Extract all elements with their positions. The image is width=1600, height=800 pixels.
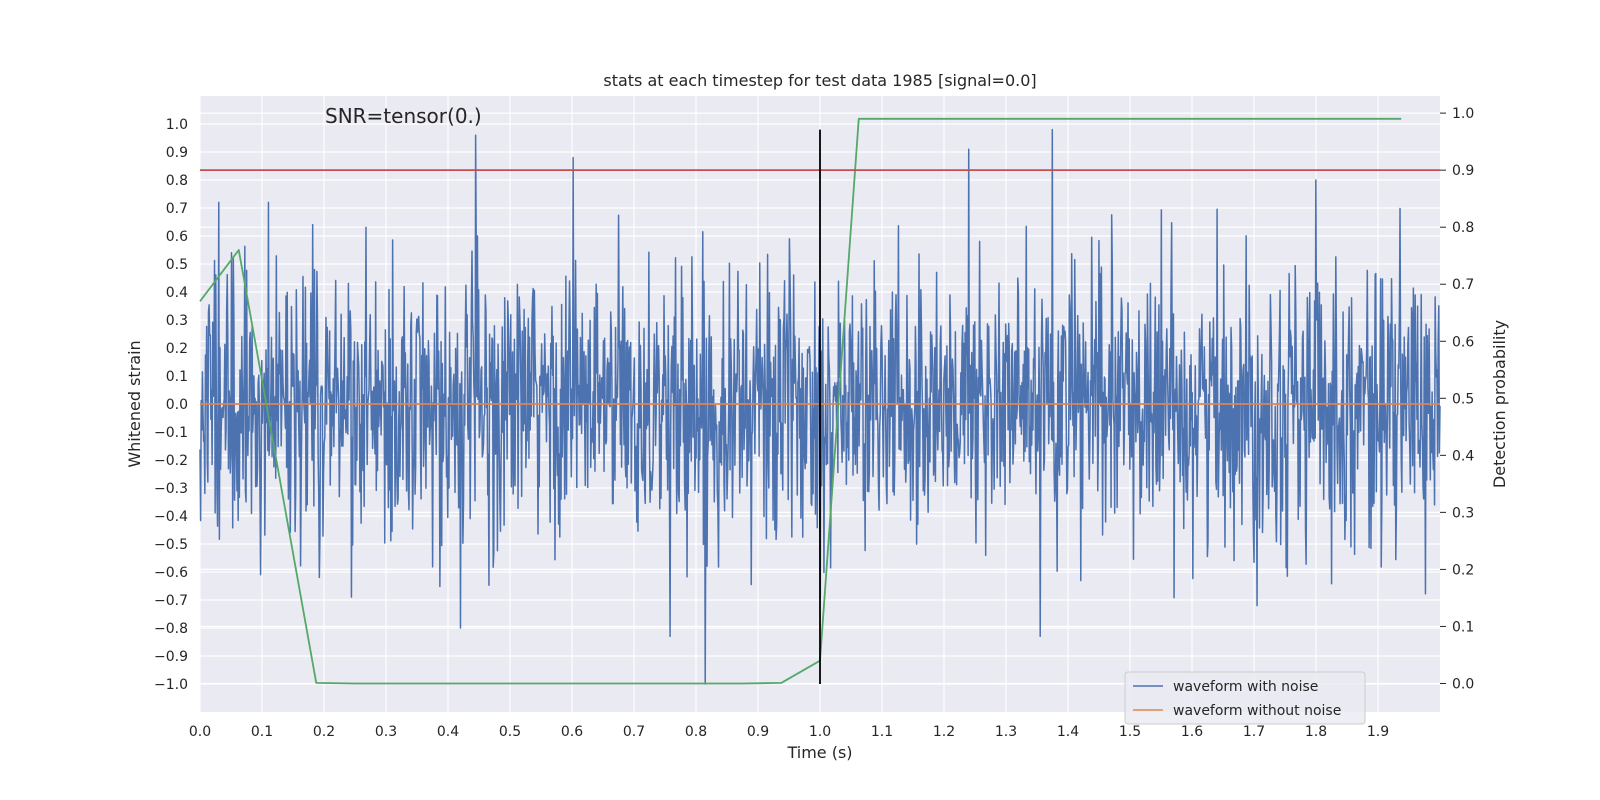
x-tick-label: 0.4 <box>437 724 459 740</box>
y-tick-label: 0.7 <box>166 201 188 217</box>
snr-annotation: SNR=tensor(0.) <box>325 104 482 128</box>
x-tick-label: 1.5 <box>1119 724 1141 740</box>
x-tick-label: 0.3 <box>375 724 397 740</box>
y-tick-label: −0.2 <box>154 453 188 469</box>
x-tick-label: 1.3 <box>995 724 1017 740</box>
y-tick-label: 0.0 <box>166 397 188 413</box>
y-tick-label: −0.7 <box>154 593 188 609</box>
y2-tick-label: 0.6 <box>1452 334 1474 350</box>
y2-tick-label: 0.5 <box>1452 391 1474 407</box>
x-tick-label: 1.9 <box>1367 724 1389 740</box>
y-tick-label: −0.1 <box>154 425 188 441</box>
y2-tick-label: 0.9 <box>1452 163 1474 179</box>
y-tick-label: 0.8 <box>166 173 188 189</box>
x-tick-label: 0.6 <box>561 724 583 740</box>
y2-tick-label: 1.0 <box>1452 106 1474 122</box>
y2-tick-label: 0.4 <box>1452 448 1474 464</box>
chart-title: stats at each timestep for test data 198… <box>603 71 1036 90</box>
y-tick-labels: 1.0 0.9 0.8 0.7 0.6 0.5 0.4 0.3 0.2 0.1 0.0 −0.1 −0.… <box>154 117 188 693</box>
y-tick-label: 0.5 <box>166 257 188 273</box>
y-tick-label: −0.6 <box>154 565 188 581</box>
x-tick-label: 0.1 <box>251 724 273 740</box>
y-tick-label: −1.0 <box>154 677 188 693</box>
y-tick-label: 0.4 <box>166 285 188 301</box>
y-tick-label: −0.3 <box>154 481 188 497</box>
y2-tick-label: 0.2 <box>1452 562 1474 578</box>
y-tick-label: 0.1 <box>166 369 188 385</box>
x-tick-labels: 0.0 0.1 0.2 0.3 0.4 0.5 0.6 0.7 0.8 0.9 1.0 1.1 1.2 1… <box>189 724 1389 740</box>
y2-tick-label: 0.8 <box>1452 220 1474 236</box>
x-tick-label: 0.7 <box>623 724 645 740</box>
x-tick-label: 0.2 <box>313 724 335 740</box>
legend-label-clean: waveform without noise <box>1173 703 1341 719</box>
x-tick-label: 1.6 <box>1181 724 1203 740</box>
legend: waveform with noise waveform without noi… <box>1125 672 1365 724</box>
y-tick-label: −0.5 <box>154 537 188 553</box>
y-tick-label: 0.2 <box>166 341 188 357</box>
x-axis-label: Time (s) <box>786 743 852 762</box>
x-tick-label: 0.0 <box>189 724 211 740</box>
x-tick-label: 1.8 <box>1305 724 1327 740</box>
legend-label-noise: waveform with noise <box>1173 679 1318 695</box>
y-tick-label: −0.4 <box>154 509 188 525</box>
y2-tick-labels: 1.0 0.9 0.8 0.7 0.6 0.5 0.4 0.3 0.2 0.1 0.0 <box>1440 106 1474 692</box>
x-tick-label: 0.5 <box>499 724 521 740</box>
y2-tick-label: 0.0 <box>1452 676 1474 692</box>
x-tick-label: 1.7 <box>1243 724 1265 740</box>
y-tick-label: −0.9 <box>154 649 188 665</box>
x-tick-label: 0.9 <box>747 724 769 740</box>
y-tick-label: 0.3 <box>166 313 188 329</box>
y2-tick-label: 0.7 <box>1452 277 1474 293</box>
y-tick-label: −0.8 <box>154 621 188 637</box>
y-tick-label: 0.6 <box>166 229 188 245</box>
x-tick-label: 1.4 <box>1057 724 1079 740</box>
y2-tick-label: 0.1 <box>1452 619 1474 635</box>
x-tick-label: 0.8 <box>685 724 707 740</box>
chart-figure: 0.0 0.1 0.2 0.3 0.4 0.5 0.6 0.7 0.8 0.9 1.0 1.1 1.2 1… <box>0 0 1600 800</box>
x-tick-label: 1.2 <box>933 724 955 740</box>
y-axis-label: Whitened strain <box>125 340 144 467</box>
y-tick-label: 1.0 <box>166 117 188 133</box>
x-tick-label: 1.0 <box>809 724 831 740</box>
y2-tick-label: 0.3 <box>1452 505 1474 521</box>
y2-axis-label: Detection probability <box>1490 320 1509 488</box>
x-tick-label: 1.1 <box>871 724 893 740</box>
y-tick-label: 0.9 <box>166 145 188 161</box>
